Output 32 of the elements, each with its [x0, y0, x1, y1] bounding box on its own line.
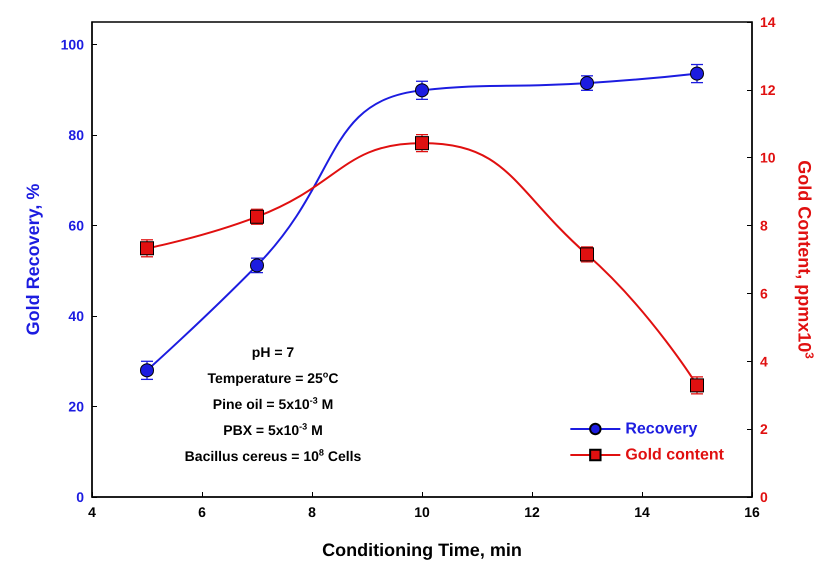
point [415, 136, 429, 150]
x-tick-label: 4 [88, 504, 96, 520]
y-tick-label: 60 [68, 218, 84, 234]
y2-tick-label: 0 [760, 489, 768, 505]
y2-tick-label: 2 [760, 421, 768, 438]
point [690, 66, 704, 81]
y2-tick-label: 6 [760, 285, 768, 302]
annotation: pH = 7 [252, 344, 294, 360]
y-tick-label: 0 [76, 489, 84, 505]
y-tick-label: 80 [68, 127, 84, 144]
y-tick-label: 40 [68, 308, 84, 324]
legend-label: Recovery [625, 420, 698, 438]
point [140, 363, 154, 378]
x-tick-label: 14 [634, 504, 650, 520]
y2-tick-label: 10 [760, 150, 776, 166]
y2-tick-label: 4 [760, 353, 768, 370]
point [690, 378, 704, 392]
y-axis-title: Gold Recovery, % [23, 184, 43, 336]
x-tick-label: 16 [744, 504, 760, 520]
x-tick-label: 12 [524, 504, 540, 520]
x-tick-label: 8 [308, 504, 316, 520]
point [415, 83, 429, 98]
y2-tick-label: 12 [760, 82, 776, 98]
y2-tick-label: 8 [760, 218, 768, 234]
x-tick-label: 10 [414, 504, 430, 520]
y2-axis-title: Gold Content, ppmx103 [794, 160, 816, 360]
y-tick-label: 20 [68, 398, 84, 415]
y2-tick-label: 14 [760, 14, 776, 30]
legend-label: Gold content [625, 446, 725, 464]
x-tick-label: 6 [198, 504, 206, 520]
y-tick-label: 100 [60, 36, 84, 53]
x-axis-title: Conditioning Time, min [322, 540, 522, 560]
